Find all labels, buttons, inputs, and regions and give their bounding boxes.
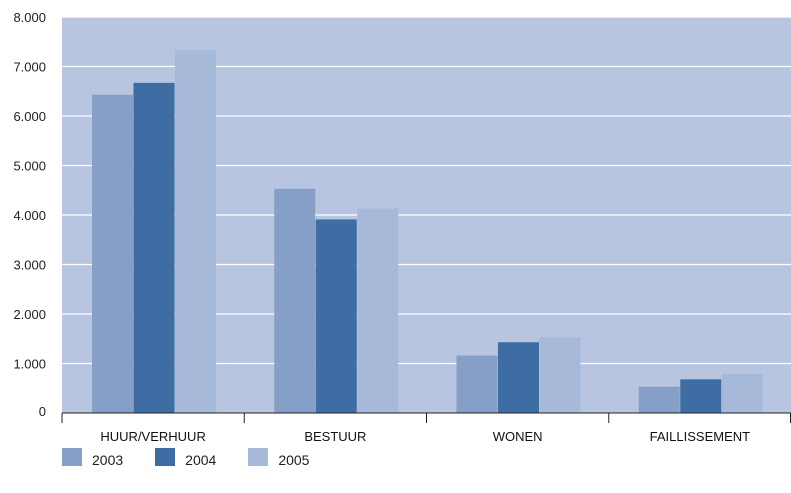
legend-item-2003: 2003 xyxy=(62,448,124,468)
bar-2005-2 xyxy=(539,337,581,413)
bar-2003-0 xyxy=(92,94,133,413)
x-category-label: WONEN xyxy=(493,429,543,444)
legend-item-2004: 2004 xyxy=(155,448,217,468)
legend: 2003 2004 2005 xyxy=(62,448,341,468)
bar-2004-1 xyxy=(315,219,357,413)
y-axis-ticks: 0 1.000 2.000 3.000 4.000 5.000 6.000 7.000 8.00… xyxy=(13,10,46,419)
x-category-label: HUUR/VERHUUR xyxy=(100,429,205,444)
legend-label-2003: 2003 xyxy=(92,452,124,468)
legend-swatch-2004 xyxy=(155,448,176,466)
bar-2004-3 xyxy=(680,379,722,413)
legend-item-2005: 2005 xyxy=(248,448,310,468)
y-tick-label: 1.000 xyxy=(13,357,46,372)
bar-2003-1 xyxy=(274,188,316,413)
x-axis: HUUR/VERHUUR BESTUUR WONEN FAILLISSEMENT xyxy=(61,412,791,444)
legend-label-2004: 2004 xyxy=(185,452,217,468)
bar-2003-3 xyxy=(638,386,680,413)
bar-2004-2 xyxy=(498,342,539,413)
bar-2003-2 xyxy=(456,355,498,413)
bar-2005-1 xyxy=(357,208,399,413)
y-tick-label: 3.000 xyxy=(13,258,46,273)
x-category-label: BESTUUR xyxy=(304,429,366,444)
y-tick-label: 4.000 xyxy=(13,208,46,223)
y-tick-label: 5.000 xyxy=(13,159,46,174)
y-tick-label: 7.000 xyxy=(13,60,46,75)
legend-swatch-2005 xyxy=(248,448,269,466)
y-tick-label: 6.000 xyxy=(13,109,46,124)
y-tick-label: 8.000 xyxy=(13,10,46,25)
bar-2004-0 xyxy=(133,82,175,414)
y-tick-label: 0 xyxy=(39,404,46,419)
x-category-label: FAILLISSEMENT xyxy=(650,429,750,444)
y-tick-label: 2.000 xyxy=(13,307,46,322)
bar-2005-0 xyxy=(175,50,216,413)
bars xyxy=(92,50,763,414)
legend-label-2005: 2005 xyxy=(278,452,310,468)
bar-2005-3 xyxy=(721,373,763,413)
legend-swatch-2003 xyxy=(62,448,82,466)
